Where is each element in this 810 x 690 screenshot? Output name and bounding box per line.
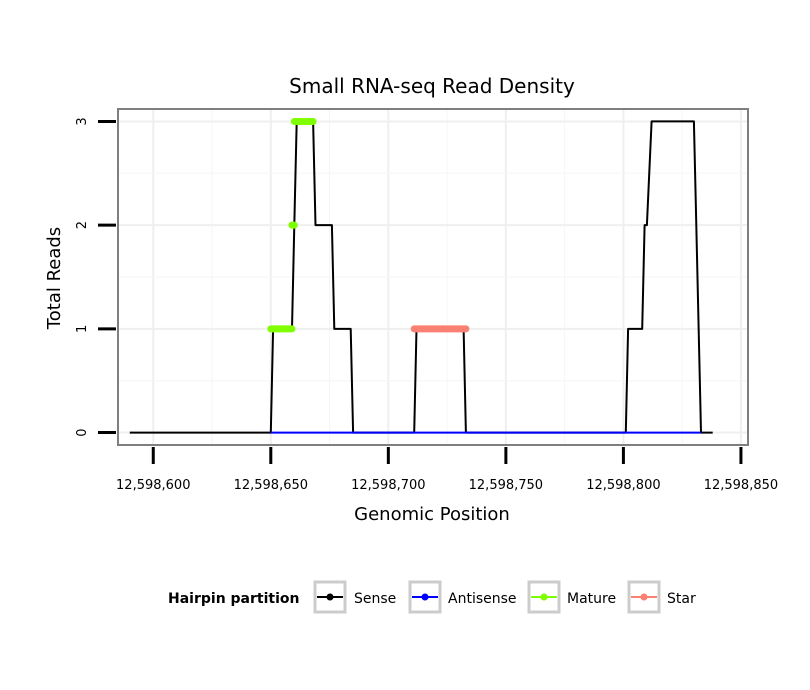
plot-grid [118, 109, 748, 445]
legend-label-star: Star [667, 591, 696, 607]
x-tick-label: 12,598,650 [234, 478, 308, 493]
legend-title: Hairpin partition [168, 591, 299, 607]
series-line-sense [129, 120, 713, 434]
x-tick-label: 12,598,850 [704, 478, 778, 493]
legend-entry-sense: Sense [313, 580, 396, 614]
legend: Hairpin partition Sense Antisense Mature… [168, 580, 696, 614]
y-axis-title: Total Reads [44, 227, 65, 330]
legend-key-dot-star [640, 593, 648, 601]
axes-layer: 12,598,600 12,598,650 12,598,700 12,598,750… [75, 117, 778, 493]
x-tick-label: 12,598,750 [469, 478, 543, 493]
chart-title: Small RNA-seq Read Density [289, 74, 575, 98]
x-tick-label: 12,598,800 [586, 478, 660, 493]
legend-entry-antisense: Antisense [408, 580, 517, 614]
series-layer [129, 117, 713, 434]
legend-entry-star: Star [627, 580, 696, 614]
y-tick-label: 3 [75, 117, 90, 125]
legend-label-sense: Sense [354, 591, 396, 607]
legend-key-dot-antisense [421, 593, 429, 601]
legend-key-dot-sense [326, 593, 334, 601]
y-tick-label: 0 [75, 428, 90, 436]
legend-label-mature: Mature [567, 591, 616, 607]
y-tick-label: 1 [75, 325, 90, 333]
x-axis-title: Genomic Position [354, 504, 510, 525]
legend-label-antisense: Antisense [448, 591, 517, 607]
x-tick-label: 12,598,700 [351, 478, 425, 493]
x-tick-label: 12,598,600 [116, 478, 190, 493]
y-tick-label: 2 [75, 221, 90, 229]
legend-key-dot-mature [540, 593, 548, 601]
plot-panel-border [117, 108, 749, 446]
legend-entry-mature: Mature [527, 580, 616, 614]
